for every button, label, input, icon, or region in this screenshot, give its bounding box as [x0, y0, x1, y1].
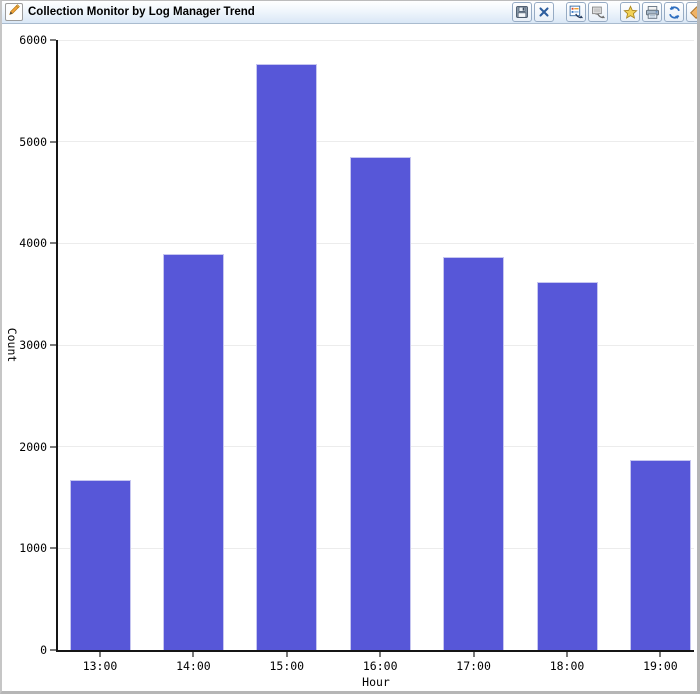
bar-15:00[interactable]	[256, 64, 318, 650]
x-axis-tick	[472, 652, 475, 657]
tag-icon	[689, 5, 697, 20]
x-axis-tick	[99, 652, 101, 657]
y-axis-tick-label: 6000	[19, 33, 47, 47]
x-axis-tick	[379, 652, 382, 657]
export-chart-button[interactable]	[566, 2, 586, 22]
bar-18:00[interactable]	[536, 281, 598, 650]
bar-16:00[interactable]	[349, 156, 411, 650]
bar-14:00[interactable]	[162, 253, 224, 650]
y-axis-tick-label: 0	[40, 643, 47, 657]
export-image-button[interactable]	[588, 2, 608, 22]
y-axis-tick-label: 1000	[19, 541, 47, 556]
window-title: Collection Monitor by Log Manager Trend	[28, 6, 255, 18]
y-axis-tick	[50, 649, 56, 651]
bar-19:00[interactable]	[629, 459, 691, 650]
edit-button[interactable]	[5, 3, 23, 21]
star-icon	[622, 4, 638, 20]
close-x-icon	[537, 5, 551, 19]
x-axis-tick-label: 15:00	[269, 659, 305, 673]
y-axis-tick	[50, 445, 56, 448]
x-axis-tick-label: 17:00	[456, 659, 491, 673]
x-axis-line	[56, 650, 694, 652]
y-axis-tick-label: 5000	[19, 134, 47, 149]
bar-13:00[interactable]	[69, 480, 131, 650]
refresh-button[interactable]	[664, 2, 684, 22]
chart-area: Hour Count 0 1000 2000 3000 4000 5000 6000 13:0…	[2, 24, 697, 691]
titlebar: Collection Monitor by Log Manager Trend	[2, 1, 697, 24]
y-axis-tick	[50, 140, 56, 143]
floppy-disk-icon	[515, 5, 529, 19]
y-axis-tick-label: 4000	[19, 236, 47, 251]
toolbar	[512, 2, 697, 22]
x-axis-tick	[566, 652, 568, 657]
print-button[interactable]	[642, 2, 662, 22]
x-axis-tick-label: 14:00	[176, 659, 211, 673]
pencil-icon	[7, 3, 21, 22]
x-axis-tick-label: 18:00	[549, 659, 585, 673]
gridline	[56, 39, 694, 41]
x-axis-tick-label: 19:00	[643, 659, 678, 673]
y-axis-tick-label: 2000	[19, 439, 47, 454]
x-axis-tick	[659, 652, 662, 657]
x-axis-tick	[192, 652, 195, 657]
y-axis-tick	[50, 39, 56, 41]
y-axis-tick	[50, 547, 56, 550]
refresh-arrows-icon	[667, 5, 682, 20]
y-axis-tick-label: 3000	[19, 338, 47, 352]
x-axis-tick-label: 13:00	[82, 659, 118, 673]
tag-button[interactable]	[686, 2, 697, 22]
x-axis-title: Hour	[362, 675, 390, 689]
close-button[interactable]	[534, 2, 554, 22]
chart-plot: Hour Count 0 1000 2000 3000 4000 5000 6000 13:0…	[2, 24, 697, 691]
x-axis-tick-label: 16:00	[362, 659, 398, 673]
save-button[interactable]	[512, 2, 532, 22]
chart-with-arrow-icon	[569, 5, 584, 20]
y-axis-line	[56, 40, 58, 650]
y-axis-tick	[50, 242, 56, 245]
x-axis-tick	[285, 652, 288, 657]
bar-17:00[interactable]	[443, 256, 505, 650]
gridline	[56, 141, 694, 143]
y-axis-tick	[50, 344, 56, 346]
printer-icon	[645, 5, 660, 20]
favorite-button[interactable]	[620, 2, 640, 22]
y-axis-title: Count	[5, 327, 19, 363]
monitor-with-arrow-icon	[591, 5, 606, 20]
